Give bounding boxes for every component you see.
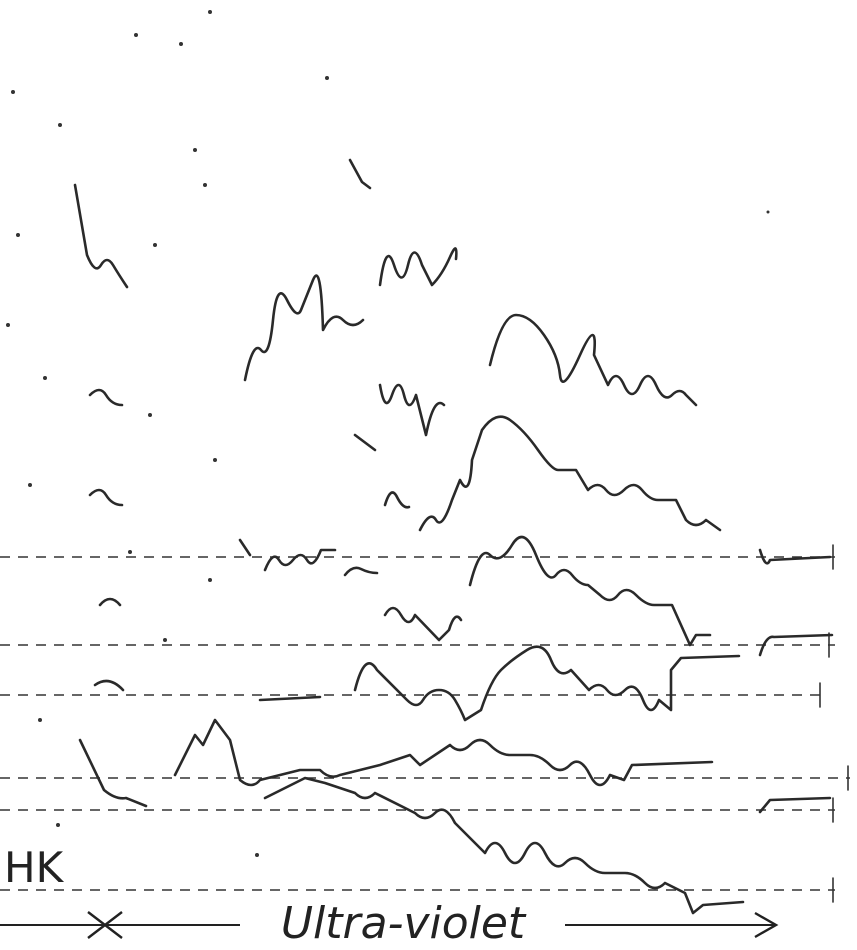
speck [208,10,212,14]
speck [38,718,42,722]
speck [128,550,132,554]
speck [11,90,15,94]
speck [203,183,207,187]
ultraviolet-arrow: Ultra-violet [0,898,779,949]
trace [78,718,714,808]
baselines [0,556,850,891]
traces [73,158,834,915]
end-bars [819,544,849,903]
trace [343,535,832,647]
speck [179,42,183,46]
arrow-head [754,911,779,939]
trace [93,645,741,722]
speck [255,853,259,857]
trace [88,383,446,437]
speck [58,123,62,127]
speck [43,376,47,380]
trace [488,313,698,407]
trace [98,597,834,657]
speck [16,233,20,237]
speck [134,33,138,37]
hk-label: HK [4,843,65,892]
speck [193,148,197,152]
speck [153,243,157,247]
speck [6,323,10,327]
speck [148,413,152,417]
speck [163,638,167,642]
speck [325,76,329,80]
trace [263,776,832,915]
speck [56,823,60,827]
specks [6,10,770,857]
ultraviolet-label: Ultra-violet [281,898,527,949]
trace [353,415,722,532]
speck [28,483,32,487]
speck [213,458,217,462]
speck [208,578,212,582]
trace [73,183,129,289]
speck [766,210,770,214]
trace [88,488,337,572]
trace [243,274,365,382]
trace [348,158,458,287]
cross-mark [87,911,123,939]
